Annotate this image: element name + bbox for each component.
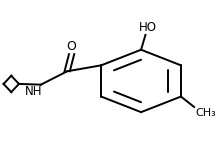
Text: HO: HO: [139, 21, 157, 34]
Text: CH₃: CH₃: [195, 108, 216, 118]
Text: O: O: [67, 40, 77, 53]
Text: NH: NH: [24, 85, 42, 98]
